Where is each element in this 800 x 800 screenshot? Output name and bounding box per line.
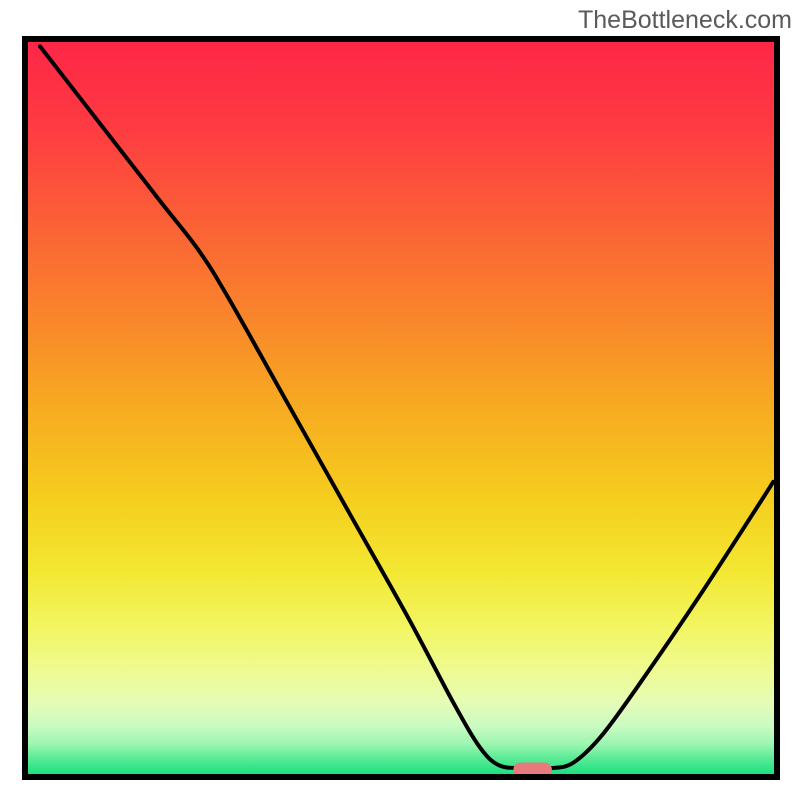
watermark-text: TheBottleneck.com bbox=[578, 6, 792, 35]
bottleneck-curve-chart bbox=[0, 0, 800, 800]
plot-area bbox=[25, 39, 777, 777]
background-gradient bbox=[25, 39, 777, 777]
chart-container: TheBottleneck.com bbox=[0, 0, 800, 800]
